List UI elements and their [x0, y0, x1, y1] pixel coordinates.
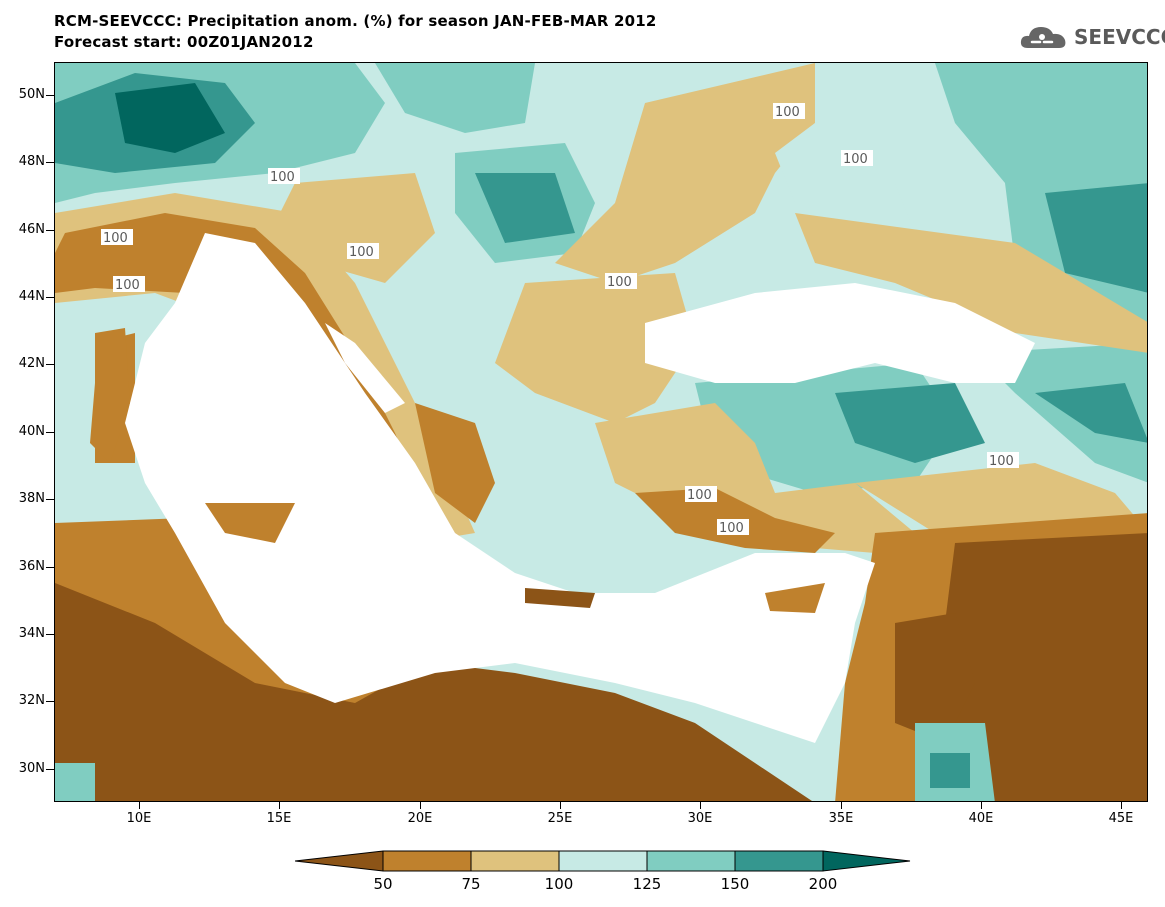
- lat-tick: [46, 499, 54, 500]
- colorbar-label-150: 150: [720, 875, 750, 893]
- lat-tick: [46, 162, 54, 163]
- lat-tick: [46, 230, 54, 231]
- colorbar-segment-100-125: [558, 850, 648, 872]
- lon-label-25e: 25E: [547, 811, 573, 826]
- map-title: RCM-SEEVCCC: Precipitation anom. (%) for…: [54, 12, 657, 30]
- lat-tick: [46, 769, 54, 770]
- lat-tick: [46, 701, 54, 702]
- logo-text: SEEVCCC: [1074, 25, 1165, 49]
- lat-label-30n: 30N: [18, 761, 45, 776]
- lat-label-50n: 50N: [18, 87, 45, 102]
- svg-text:100: 100: [843, 152, 868, 167]
- lat-label-46n: 46N: [18, 222, 45, 237]
- colorbar-segment-below-50: [295, 850, 384, 872]
- svg-text:100: 100: [775, 105, 800, 120]
- lon-tick: [560, 802, 561, 809]
- lat-label-48n: 48N: [18, 154, 45, 169]
- svg-text:100: 100: [607, 275, 632, 290]
- lat-tick: [46, 634, 54, 635]
- lon-label-35e: 35E: [828, 811, 854, 826]
- svg-text:100: 100: [349, 245, 374, 260]
- lon-label-10e: 10E: [126, 811, 152, 826]
- lat-label-34n: 34N: [18, 626, 45, 641]
- lon-tick: [279, 802, 280, 809]
- lon-tick: [139, 802, 140, 809]
- lon-tick: [841, 802, 842, 809]
- colorbar-segment-75-100: [470, 850, 560, 872]
- svg-text:100: 100: [687, 488, 712, 503]
- lat-label-42n: 42N: [18, 356, 45, 371]
- lon-tick: [1121, 802, 1122, 809]
- lat-tick: [46, 95, 54, 96]
- lon-label-40e: 40E: [968, 811, 994, 826]
- map-area: 100 100 100 100 100 100 100 100 100 100: [54, 62, 1148, 802]
- svg-text:100: 100: [989, 454, 1014, 469]
- colorbar-label-200: 200: [808, 875, 838, 893]
- colorbar-segment-50-75: [382, 850, 472, 872]
- colorbar-segment-150-200: [734, 850, 824, 872]
- contour-labels: 100 100 100 100 100 100 100 100 100 100: [101, 103, 1019, 536]
- colorbar-label-50: 50: [373, 875, 393, 893]
- lon-label-15e: 15E: [266, 811, 292, 826]
- svg-text:100: 100: [270, 170, 295, 185]
- lon-label-20e: 20E: [407, 811, 433, 826]
- lon-label-30e: 30E: [687, 811, 713, 826]
- lat-tick: [46, 297, 54, 298]
- lon-tick: [420, 802, 421, 809]
- lat-label-32n: 32N: [18, 693, 45, 708]
- lon-tick: [981, 802, 982, 809]
- colorbar-segment-125-150: [646, 850, 736, 872]
- lat-label-38n: 38N: [18, 491, 45, 506]
- precipitation-anomaly-map: 100 100 100 100 100 100 100 100 100 100: [55, 63, 1147, 801]
- colorbar-label-100: 100: [544, 875, 574, 893]
- lat-tick: [46, 364, 54, 365]
- colorbar: [295, 850, 911, 872]
- svg-text:100: 100: [115, 278, 140, 293]
- cloud-logo-icon: [1020, 27, 1066, 48]
- lat-tick: [46, 567, 54, 568]
- lat-label-44n: 44N: [18, 289, 45, 304]
- svg-text:100: 100: [719, 521, 744, 536]
- svg-text:100: 100: [103, 231, 128, 246]
- lon-tick: [700, 802, 701, 809]
- colorbar-label-125: 125: [632, 875, 662, 893]
- colorbar-segment-above-200: [822, 850, 911, 872]
- seevccc-logo: SEEVCCC: [1018, 22, 1165, 52]
- lat-label-40n: 40N: [18, 424, 45, 439]
- lat-tick: [46, 432, 54, 433]
- colorbar-label-75: 75: [461, 875, 481, 893]
- forecast-start-label: Forecast start: 00Z01JAN2012: [54, 33, 314, 51]
- lon-label-45e: 45E: [1108, 811, 1134, 826]
- lat-label-36n: 36N: [18, 559, 45, 574]
